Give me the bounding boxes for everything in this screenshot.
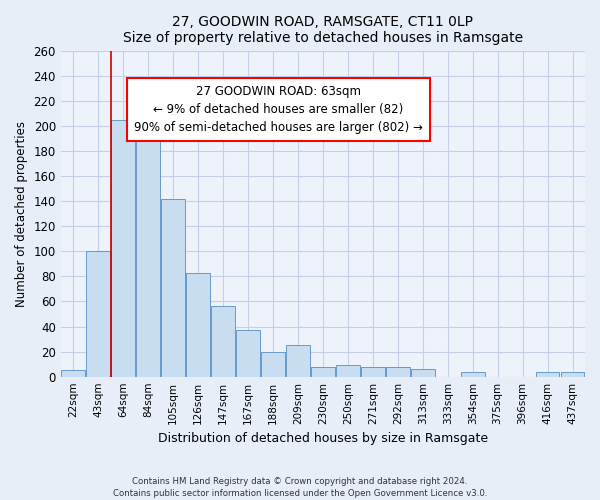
- Bar: [261, 352, 285, 376]
- Title: 27, GOODWIN ROAD, RAMSGATE, CT11 0LP
Size of property relative to detached house: 27, GOODWIN ROAD, RAMSGATE, CT11 0LP Siz…: [123, 15, 523, 45]
- Bar: [361, 366, 385, 376]
- Bar: [211, 306, 235, 376]
- X-axis label: Distribution of detached houses by size in Ramsgate: Distribution of detached houses by size …: [158, 432, 488, 445]
- Bar: [560, 372, 584, 376]
- Bar: [136, 138, 160, 376]
- Bar: [236, 330, 260, 376]
- Bar: [112, 120, 135, 376]
- Bar: [411, 369, 434, 376]
- Bar: [86, 251, 110, 376]
- Bar: [311, 366, 335, 376]
- Bar: [386, 366, 410, 376]
- Bar: [161, 198, 185, 376]
- Bar: [286, 346, 310, 376]
- Bar: [61, 370, 85, 376]
- Text: Contains HM Land Registry data © Crown copyright and database right 2024.
Contai: Contains HM Land Registry data © Crown c…: [113, 476, 487, 498]
- Y-axis label: Number of detached properties: Number of detached properties: [15, 120, 28, 306]
- Bar: [536, 372, 559, 376]
- Bar: [461, 372, 485, 376]
- Bar: [336, 366, 360, 376]
- Bar: [186, 272, 210, 376]
- Text: 27 GOODWIN ROAD: 63sqm
← 9% of detached houses are smaller (82)
90% of semi-deta: 27 GOODWIN ROAD: 63sqm ← 9% of detached …: [134, 85, 423, 134]
